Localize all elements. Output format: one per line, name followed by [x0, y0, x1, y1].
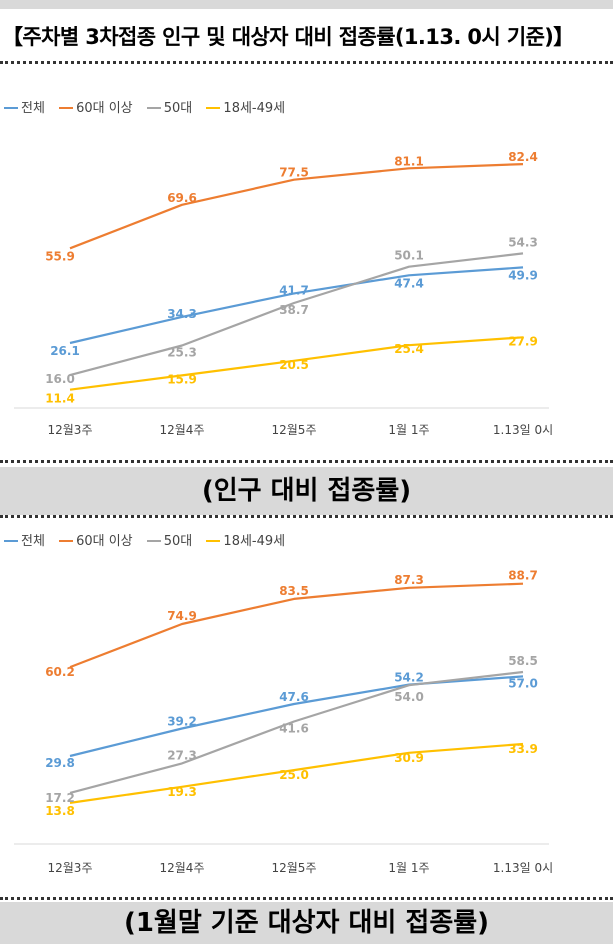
x-tick-label: 12월3주: [48, 423, 93, 437]
chart2-caption: (1월말 기준 대상자 대비 접종률): [123, 908, 490, 938]
data-label-60plus: 82.4: [508, 150, 538, 164]
data-label-60plus: 88.7: [508, 569, 538, 583]
data-label-total: 29.8: [45, 756, 75, 770]
data-label-total: 54.2: [394, 671, 424, 685]
legend-label-18to49: 18세-49세: [223, 534, 286, 549]
dotted-divider: [0, 515, 613, 518]
data-label-18to49: 13.8: [45, 804, 75, 818]
legend-swatch-60plus: [59, 106, 74, 109]
series-line-total: [69, 266, 524, 345]
chart2-svg: 12월3주 12월4주 12월5주 1월 1주 1.13일 0시 29.8 39.2 47.6…: [14, 569, 553, 875]
data-label-18to49: 25.0: [279, 768, 309, 782]
data-label-50s: 17.2: [45, 791, 75, 805]
data-label-50s: 38.7: [279, 303, 309, 317]
data-label-50s: 54.3: [508, 235, 538, 249]
x-tick-label: 1월 1주: [388, 861, 429, 875]
x-tick-label: 1.13일 0시: [493, 423, 553, 437]
data-label-50s: 25.3: [167, 346, 197, 360]
chart1-caption: (인구 대비 접종률): [201, 476, 412, 506]
data-label-60plus: 69.6: [167, 191, 197, 205]
legend-item-50s: 50대: [146, 97, 193, 116]
data-label-18to49: 27.9: [508, 334, 538, 348]
chart2-legend: 전체 60대 이상 50대 18세-49세: [4, 530, 295, 550]
data-label-50s: 50.1: [394, 249, 424, 263]
data-label-18to49: 11.4: [45, 392, 75, 406]
data-label-60plus: 81.1: [394, 154, 424, 168]
data-label-total: 49.9: [508, 268, 538, 282]
legend-label-50s: 50대: [163, 534, 193, 549]
legend-swatch-60plus: [59, 539, 74, 542]
data-label-60plus: 55.9: [45, 249, 75, 263]
data-label-50s: 54.0: [394, 690, 424, 704]
caption2-band: [0, 902, 613, 944]
data-label-60plus: 77.5: [279, 166, 309, 180]
legend-label-total: 전체: [21, 534, 45, 549]
data-label-50s: 16.0: [45, 372, 75, 386]
legend-swatch-50s: [146, 539, 161, 542]
series-line-60plus: [69, 582, 524, 669]
legend-label-50s: 50대: [163, 101, 193, 116]
x-tick-label: 12월5주: [272, 423, 317, 437]
data-label-total: 39.2: [167, 715, 197, 729]
data-label-18to49: 15.9: [167, 372, 197, 386]
series-line-total: [69, 675, 524, 758]
data-label-total: 26.1: [50, 344, 80, 358]
dotted-divider: [0, 897, 613, 900]
data-label-total: 41.7: [279, 283, 309, 297]
data-label-18to49: 25.4: [394, 342, 424, 356]
series-line-50s: [69, 670, 524, 794]
series-line-18to49: [69, 742, 524, 804]
caption1-band: [0, 467, 613, 515]
legend-item-total: 전체: [4, 530, 45, 549]
data-label-18to49: 19.3: [167, 785, 197, 799]
data-label-60plus: 74.9: [167, 609, 197, 623]
data-label-total: 47.6: [279, 690, 309, 704]
series-line-18to49: [69, 336, 524, 391]
data-label-50s: 58.5: [508, 654, 538, 668]
legend-item-total: 전체: [4, 97, 45, 116]
legend-swatch-total: [4, 106, 18, 109]
x-tick-label: 12월4주: [160, 423, 205, 437]
data-label-60plus: 83.5: [279, 584, 309, 598]
legend-item-18to49: 18세-49세: [206, 97, 285, 116]
chart1: 12월3주 12월4주 12월5주 1월 1주 1.13일 0시 26.1 34.3 41.7…: [0, 120, 613, 454]
chart1-legend: 전체 60대 이상 50대 18세-49세: [4, 97, 295, 117]
series-line-60plus: [69, 163, 524, 250]
legend-swatch-total: [4, 539, 18, 542]
legend-swatch-18to49: [206, 106, 221, 109]
data-label-50s: 27.3: [167, 748, 197, 762]
data-label-60plus: 60.2: [45, 665, 75, 679]
legend-item-18to49: 18세-49세: [206, 530, 285, 549]
x-tick-label: 1.13일 0시: [493, 861, 553, 875]
chart1-svg: 12월3주 12월4주 12월5주 1월 1주 1.13일 0시 26.1 34.3 41.7…: [14, 150, 553, 437]
legend-item-60plus: 60대 이상: [59, 97, 133, 116]
legend-label-60plus: 60대 이상: [76, 101, 133, 116]
x-tick-label: 12월4주: [160, 861, 205, 875]
x-tick-label: 12월5주: [272, 861, 317, 875]
legend-item-50s: 50대: [146, 530, 193, 549]
page-title: 【주차별 3차접종 인구 및 대상자 대비 접종률(1.13. 0시 기준)】: [2, 25, 574, 49]
chart2: 12월3주 12월4주 12월5주 1월 1주 1.13일 0시 29.8 39.2 47.6…: [0, 552, 613, 886]
data-label-total: 34.3: [167, 307, 197, 321]
data-label-total: 57.0: [508, 676, 538, 690]
dotted-divider: [0, 460, 613, 463]
data-label-18to49: 30.9: [394, 751, 424, 765]
legend-swatch-18to49: [206, 539, 221, 542]
data-label-50s: 41.6: [279, 722, 309, 736]
legend-label-total: 전체: [21, 101, 45, 116]
legend-swatch-50s: [146, 106, 161, 109]
data-label-total: 47.4: [394, 276, 424, 290]
x-tick-label: 12월3주: [48, 861, 93, 875]
data-label-18to49: 20.5: [279, 358, 309, 372]
data-label-18to49: 33.9: [508, 742, 538, 756]
series-line-50s: [69, 252, 524, 377]
top-bar: [0, 0, 613, 9]
x-tick-label: 1월 1주: [388, 423, 429, 437]
legend-item-60plus: 60대 이상: [59, 530, 133, 549]
dotted-divider: [0, 61, 613, 64]
legend-label-60plus: 60대 이상: [76, 534, 133, 549]
legend-label-18to49: 18세-49세: [223, 101, 286, 116]
data-label-60plus: 87.3: [394, 573, 424, 587]
